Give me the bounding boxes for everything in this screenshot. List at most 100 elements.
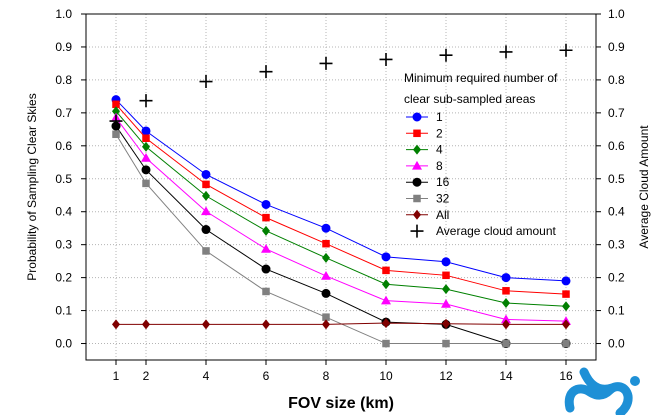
legend-label-average-cloud-amount: Average cloud amount [436,224,557,238]
series-line-2 [115,103,567,295]
legend-item-average-cloud-amount: Average cloud amount [410,224,557,238]
y-tick-label-left: 0.4 [55,205,72,219]
series-line-4 [115,110,567,307]
data-point-32 [502,339,510,348]
series-line-8 [115,117,567,322]
x-tick-label: 2 [143,369,150,383]
y-tick-label-right: 0.7 [608,106,625,120]
data-point-2 [322,239,330,248]
data-point-average-cloud-amount [259,65,273,79]
data-point-all [142,319,150,330]
legend-marker [412,160,422,170]
y-tick-label-right: 1.0 [608,7,625,21]
data-point-average-cloud-amount [319,56,333,70]
y-tick-label-right: 0.3 [608,238,625,252]
data-point-average-cloud-amount [109,114,123,128]
data-point-all [202,319,210,330]
legend-marker [413,129,421,138]
data-point-2 [112,100,120,109]
y-tick-label-left: 0.3 [55,238,72,252]
legend-item-all: All [406,208,449,222]
legend-label-4: 4 [436,143,443,157]
legend-marker [412,177,422,187]
data-point-2 [562,290,570,298]
data-point-all [112,319,120,330]
data-point-32 [562,339,570,348]
data-point-all [382,318,390,329]
data-point-8 [201,206,211,216]
data-point-average-cloud-amount [139,94,153,108]
data-point-average-cloud-amount [199,75,213,89]
data-point-4 [562,301,570,312]
series-all [112,318,570,330]
legend-title-line-1: Minimum required number of [404,71,558,85]
data-point-all [322,319,330,330]
data-point-2 [382,266,390,275]
series-average-cloud-amount [109,43,573,128]
legend-item-16: 16 [406,175,450,189]
data-point-32 [112,130,120,139]
data-point-16 [201,225,211,235]
data-point-4 [442,284,450,295]
series-32 [112,130,570,348]
data-point-all [562,319,570,330]
legend-item-4: 4 [406,143,443,157]
y-tick-label-right: 0.8 [608,73,625,87]
series-line-32 [115,134,566,345]
y-tick-label-left: 0.1 [55,304,72,318]
data-point-4 [502,297,510,308]
data-point-1 [501,273,511,283]
x-tick-label: 8 [323,369,330,383]
legend-item-32: 32 [406,192,450,206]
data-point-16 [321,288,331,298]
data-point-1 [201,169,211,179]
y-tick-label-left: 0.2 [55,271,72,285]
data-point-8 [441,298,451,308]
x-tick-label: 12 [439,369,453,383]
y-tick-label-left: 1.0 [55,7,72,21]
data-point-average-cloud-amount [499,45,513,59]
data-point-1 [261,199,271,209]
legend-label-16: 16 [436,175,450,189]
data-point-4 [142,141,150,152]
y-tick-label-left: 0.5 [55,172,72,186]
data-point-8 [501,314,511,324]
legend-item-2: 2 [406,126,443,140]
data-point-all [442,318,450,329]
data-point-4 [202,190,210,201]
y-tick-label-right: 0.5 [608,172,625,186]
data-point-all [262,319,270,330]
x-tick-label: 10 [379,369,393,383]
legend-marker [413,194,421,203]
legend-marker [410,224,424,238]
series-8 [111,112,571,325]
x-tick-label: 1 [113,369,120,383]
y-tick-label-right: 0.1 [608,304,625,318]
data-point-average-cloud-amount [379,52,393,66]
legend-label-1: 1 [436,110,443,124]
series-1 [111,95,571,286]
legend-title-line-2: clear sub-sampled areas [404,92,535,106]
y-tick-label-left: 0.7 [55,106,72,120]
legend-label-8: 8 [436,159,443,173]
data-point-8 [261,243,271,253]
y-tick-label-right: 0.2 [608,271,625,285]
data-point-2 [502,287,510,295]
data-point-32 [142,179,150,188]
logo-icon [564,367,640,415]
y-tick-label-right: 0.6 [608,139,625,153]
y-tick-label-left: 0.6 [55,139,72,153]
data-point-16 [141,165,151,175]
legend-label-2: 2 [436,126,443,140]
series-2 [112,100,570,298]
x-tick-label: 14 [499,369,513,383]
y-tick-label-left: 0.8 [55,73,72,87]
data-point-all [502,319,510,330]
series-4 [112,106,570,312]
legend-marker [413,209,421,220]
legend-marker [412,112,422,122]
series-line-1 [115,99,567,282]
y-axis-label-left: Probability of Sampling Clear Skies [25,93,39,280]
data-point-4 [382,279,390,290]
